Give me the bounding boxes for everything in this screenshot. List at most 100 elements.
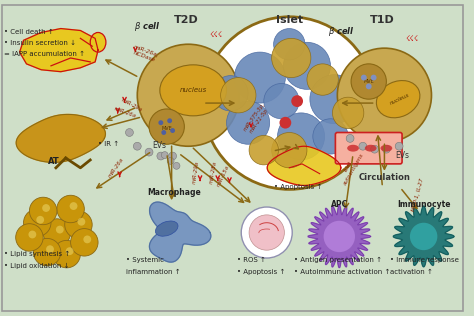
Circle shape — [161, 130, 166, 135]
Circle shape — [203, 17, 375, 189]
Text: • Lipid synthesis ↑: • Lipid synthesis ↑ — [4, 251, 70, 257]
Circle shape — [53, 240, 81, 268]
Text: = IAPP accumulation ↑: = IAPP accumulation ↑ — [4, 51, 85, 57]
Polygon shape — [16, 114, 105, 162]
Ellipse shape — [365, 145, 376, 152]
Circle shape — [234, 52, 285, 103]
Ellipse shape — [347, 145, 359, 152]
Text: MCP-1, IL-27: MCP-1, IL-27 — [411, 178, 425, 212]
Text: miR-29a: miR-29a — [120, 97, 143, 113]
Circle shape — [273, 28, 305, 60]
FancyBboxPatch shape — [336, 132, 402, 164]
Circle shape — [42, 204, 50, 212]
Circle shape — [307, 64, 338, 95]
Polygon shape — [149, 202, 211, 262]
Text: Islet: Islet — [276, 15, 303, 25]
Text: MVE: MVE — [364, 79, 374, 84]
Text: • Autoimmune activation ↑: • Autoimmune activation ↑ — [294, 269, 391, 275]
Circle shape — [70, 202, 77, 210]
Circle shape — [137, 44, 239, 146]
Circle shape — [213, 76, 248, 111]
Text: APC: APC — [331, 200, 348, 209]
Circle shape — [46, 245, 54, 253]
Text: miR-15a: miR-15a — [217, 164, 231, 187]
Circle shape — [277, 113, 325, 160]
Text: miR-375-3p,
miR-21-5p: miR-375-3p, miR-21-5p — [243, 102, 271, 136]
Circle shape — [65, 211, 92, 238]
Circle shape — [173, 162, 180, 169]
Text: • Apoptosis ↑: • Apoptosis ↑ — [274, 184, 322, 190]
Text: EVs: EVs — [152, 141, 166, 150]
Circle shape — [280, 117, 291, 129]
Circle shape — [57, 195, 84, 223]
Circle shape — [77, 218, 85, 226]
Circle shape — [169, 152, 176, 160]
Text: AT: AT — [48, 157, 60, 166]
Circle shape — [283, 42, 330, 89]
Text: T2D: T2D — [174, 15, 199, 25]
Circle shape — [33, 238, 61, 266]
Ellipse shape — [376, 81, 420, 118]
Circle shape — [227, 101, 270, 144]
Circle shape — [272, 38, 311, 78]
Circle shape — [241, 207, 292, 258]
Text: EVs: EVs — [395, 151, 409, 160]
Circle shape — [249, 215, 284, 250]
Circle shape — [158, 120, 163, 125]
Circle shape — [161, 152, 168, 159]
Circle shape — [24, 209, 51, 236]
Circle shape — [351, 64, 386, 99]
Text: • Systemic: • Systemic — [126, 257, 164, 263]
Circle shape — [145, 148, 153, 156]
Circle shape — [395, 142, 403, 150]
Circle shape — [126, 129, 133, 137]
Text: $\beta$ cell: $\beta$ cell — [328, 25, 355, 38]
Circle shape — [149, 109, 184, 144]
Circle shape — [310, 75, 359, 124]
Text: Circulation: Circulation — [358, 173, 410, 182]
Circle shape — [371, 145, 379, 153]
Text: T1D: T1D — [370, 15, 395, 25]
Text: activation ↑: activation ↑ — [390, 269, 433, 275]
Circle shape — [167, 157, 174, 164]
Text: miR-29a: miR-29a — [192, 161, 200, 185]
Text: • Lipid oxidation ↓: • Lipid oxidation ↓ — [4, 263, 69, 269]
Text: ☇☇☇: ☇☇☇ — [405, 34, 419, 43]
Text: miR-26a,
NCDase: miR-26a, NCDase — [131, 45, 159, 64]
Text: ☇☇☇: ☇☇☇ — [209, 30, 222, 39]
Circle shape — [66, 247, 73, 255]
Text: Immunocyte: Immunocyte — [397, 200, 450, 209]
Circle shape — [264, 83, 299, 119]
Polygon shape — [308, 205, 371, 268]
Circle shape — [337, 48, 431, 142]
Circle shape — [28, 231, 36, 238]
Ellipse shape — [160, 65, 227, 116]
Text: • Immune response: • Immune response — [390, 257, 459, 263]
Text: nucleus: nucleus — [180, 87, 207, 93]
Circle shape — [133, 142, 141, 150]
Circle shape — [361, 75, 367, 81]
Text: miR-26a: miR-26a — [114, 106, 137, 119]
Polygon shape — [393, 206, 454, 267]
Circle shape — [221, 78, 256, 113]
Text: • Antigen presentation ↑: • Antigen presentation ↑ — [294, 257, 382, 263]
Circle shape — [157, 152, 165, 160]
Circle shape — [332, 97, 364, 129]
Text: • Apoptosis ↑: • Apoptosis ↑ — [237, 269, 286, 275]
Circle shape — [324, 221, 355, 252]
Text: inflammation ↑: inflammation ↑ — [126, 269, 180, 275]
Text: • IR ↑: • IR ↑ — [98, 141, 119, 147]
Circle shape — [29, 197, 57, 225]
Polygon shape — [19, 28, 98, 72]
Circle shape — [16, 224, 43, 251]
Circle shape — [83, 235, 91, 243]
Text: miR-26a: miR-26a — [107, 157, 124, 179]
Text: Macrophage: Macrophage — [148, 188, 201, 197]
Circle shape — [410, 223, 438, 250]
Text: Islet
autoantigens: Islet autoantigens — [337, 149, 365, 186]
Ellipse shape — [155, 221, 178, 236]
Circle shape — [291, 95, 303, 107]
Circle shape — [313, 119, 348, 154]
Circle shape — [272, 132, 307, 168]
Circle shape — [36, 216, 44, 224]
